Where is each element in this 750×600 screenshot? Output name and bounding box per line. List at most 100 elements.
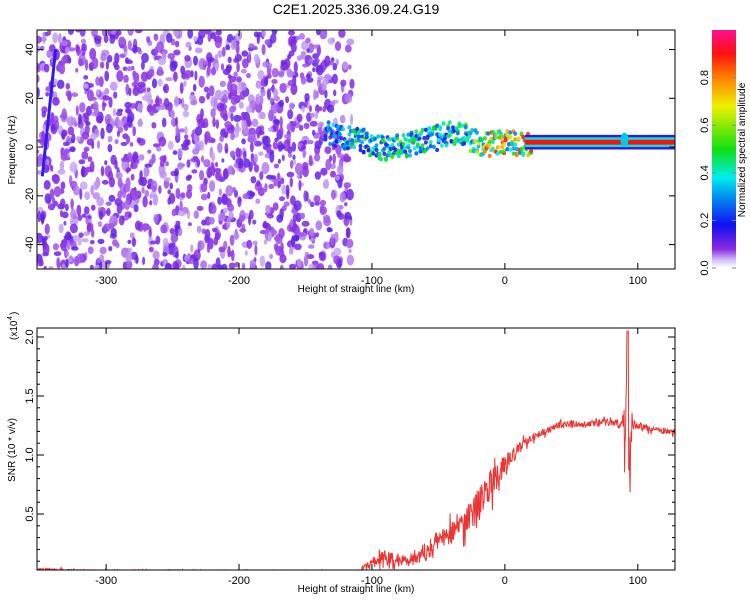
spectral-blob xyxy=(346,188,354,201)
spectral-blob xyxy=(327,104,335,113)
spectral-blob xyxy=(107,144,113,153)
spectral-blob xyxy=(83,83,89,89)
spectral-blob xyxy=(149,240,158,245)
spectral-blob xyxy=(54,119,60,130)
spectral-blob xyxy=(179,128,186,133)
spectral-blob xyxy=(50,165,54,172)
spectral-blob xyxy=(338,30,346,38)
spectral-blob xyxy=(349,78,355,89)
spectral-blob xyxy=(314,58,320,64)
spectral-blob xyxy=(117,120,124,128)
spectral-blob xyxy=(258,151,264,156)
spectral-blob xyxy=(60,240,67,252)
spectral-blob xyxy=(65,90,72,97)
spectral-blob xyxy=(186,159,191,168)
spectral-blob xyxy=(101,179,109,185)
spectral-blob xyxy=(110,30,117,35)
spectral-blob xyxy=(126,66,133,72)
spectral-blob xyxy=(155,235,161,245)
spectral-blob xyxy=(161,117,167,128)
spectral-ridge-blob xyxy=(521,152,526,158)
spectral-blob xyxy=(79,188,83,200)
spectral-blob xyxy=(106,207,111,217)
spectral-blob xyxy=(142,95,149,101)
x-tick-label: 0 xyxy=(502,275,508,287)
spectral-blob xyxy=(280,177,285,185)
spectral-ridge-blob xyxy=(482,136,487,141)
spectral-blob xyxy=(263,239,268,245)
spectral-ridge-blob xyxy=(519,131,524,136)
spectral-ridge-blob xyxy=(360,134,365,139)
spectral-blob xyxy=(174,168,180,177)
spectral-blob xyxy=(53,251,62,257)
spectral-ridge-blob xyxy=(513,142,518,147)
spectral-blob xyxy=(211,227,218,233)
spectral-blob xyxy=(155,106,162,111)
spectral-blob xyxy=(248,43,255,49)
spectral-blob xyxy=(146,87,151,92)
spectral-blob xyxy=(190,157,199,163)
spectral-ridge-blob xyxy=(408,148,412,154)
spectral-blob xyxy=(300,144,307,151)
spectral-blob xyxy=(184,70,192,79)
spectral-blob xyxy=(215,35,223,44)
spectral-blob xyxy=(165,161,169,167)
spectral-blob xyxy=(280,242,284,252)
spectral-blob xyxy=(307,199,312,204)
spectrogram-frame xyxy=(36,29,676,270)
x-tick-label: 0 xyxy=(502,575,508,587)
spectral-blob xyxy=(243,150,247,160)
spectral-blob xyxy=(66,231,71,241)
spectral-blob xyxy=(294,162,303,175)
spectral-blob xyxy=(230,132,235,141)
spectral-blob xyxy=(201,182,208,193)
spectral-blob xyxy=(325,158,332,171)
spectral-ridge-blob xyxy=(465,138,470,143)
spectral-blob xyxy=(215,30,222,36)
spectral-blob xyxy=(59,160,65,171)
spectral-blob xyxy=(174,96,179,108)
spectral-ridge-blob xyxy=(406,143,411,148)
spectral-ridge-blob xyxy=(516,136,521,141)
spectral-blob xyxy=(65,251,70,257)
spectral-blob xyxy=(336,175,340,181)
spectral-blob xyxy=(104,88,110,95)
spectral-blob xyxy=(65,83,71,90)
spectral-blob xyxy=(246,72,251,79)
spectral-blob xyxy=(327,227,333,233)
spectral-blob xyxy=(132,44,138,54)
spectral-blob xyxy=(279,264,284,269)
spectral-blob xyxy=(217,264,224,269)
spectral-blob xyxy=(330,57,335,62)
spectral-blob xyxy=(230,39,237,50)
spectral-blob xyxy=(128,87,132,97)
spectral-blob xyxy=(302,63,310,68)
spectral-blob xyxy=(89,264,94,269)
spectral-blob xyxy=(52,32,59,44)
spectral-blob xyxy=(233,162,239,168)
spectral-blob xyxy=(316,76,325,81)
spectral-blob xyxy=(294,243,302,251)
spectral-blob xyxy=(314,109,319,120)
spectral-blob xyxy=(61,263,66,269)
spectral-blob xyxy=(100,165,105,177)
spectral-blob xyxy=(96,140,101,149)
spectral-blob xyxy=(249,259,256,269)
spectral-blob xyxy=(270,33,277,44)
spectral-blob xyxy=(108,96,113,108)
spectral-blob xyxy=(221,158,225,163)
spectral-blob xyxy=(257,69,265,81)
spectral-blob xyxy=(213,236,219,246)
spectral-blob xyxy=(41,238,46,246)
spectral-blob xyxy=(127,40,132,51)
spectral-ridge-blob xyxy=(384,157,388,162)
spectral-ridge-blob xyxy=(436,138,441,143)
spectral-blob xyxy=(37,62,40,70)
spectral-blob xyxy=(308,263,315,269)
spectral-ridge-blob xyxy=(374,147,379,153)
spectral-blob xyxy=(217,50,223,58)
spectral-blob xyxy=(236,76,242,83)
spectral-blob xyxy=(236,61,240,73)
spectral-blob xyxy=(190,244,194,253)
spectral-blob xyxy=(296,113,303,123)
